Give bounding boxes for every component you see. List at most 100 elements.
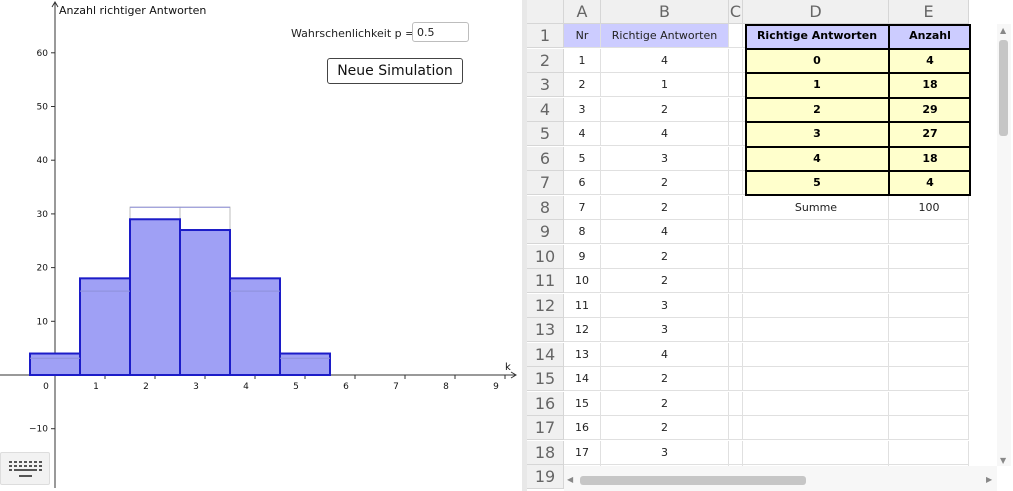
row-header[interactable]: 18 (527, 440, 564, 465)
scroll-down-icon[interactable]: ▼ (1000, 456, 1007, 465)
row-header[interactable]: 16 (527, 391, 564, 416)
cell[interactable] (729, 146, 743, 171)
row-header[interactable]: 9 (527, 220, 564, 244)
cell[interactable]: 2 (601, 195, 729, 220)
cell[interactable]: 12 (564, 318, 601, 342)
row-header[interactable]: 13 (527, 318, 564, 342)
column-header-a[interactable]: A (564, 0, 601, 24)
view-divider[interactable] (522, 0, 527, 491)
cell[interactable] (889, 220, 969, 244)
cell[interactable] (729, 416, 743, 440)
column-header-c[interactable]: C (729, 0, 743, 24)
row-header[interactable]: 17 (527, 416, 564, 440)
cell[interactable] (743, 244, 889, 269)
table-header-count[interactable]: Anzahl (889, 24, 971, 49)
scroll-up-icon[interactable]: ▲ (1000, 26, 1007, 35)
cell[interactable]: 10 (564, 269, 601, 293)
table-answers-cell[interactable]: 0 (745, 48, 889, 73)
cell[interactable] (729, 342, 743, 367)
cell[interactable] (729, 48, 743, 73)
probability-input[interactable] (412, 22, 469, 42)
cell[interactable]: 13 (564, 342, 601, 367)
table-count-cell[interactable]: 18 (889, 73, 971, 98)
vertical-scrollbar[interactable]: ▲ ▼ (997, 24, 1011, 466)
cell[interactable]: 3 (601, 146, 729, 171)
cell[interactable]: 2 (601, 269, 729, 293)
row-header[interactable]: 6 (527, 146, 564, 171)
cell[interactable] (743, 220, 889, 244)
cell[interactable]: 2 (601, 171, 729, 195)
cell[interactable] (743, 391, 889, 416)
cell[interactable]: 3 (601, 293, 729, 318)
column-header-d[interactable]: D (743, 0, 889, 24)
cell[interactable]: 2 (564, 73, 601, 97)
row-header[interactable]: 2 (527, 48, 564, 73)
cell[interactable] (889, 416, 969, 440)
row-header[interactable]: 12 (527, 293, 564, 318)
cell[interactable] (743, 367, 889, 391)
cell[interactable] (729, 73, 743, 97)
cell[interactable]: 4 (601, 48, 729, 73)
row-header[interactable]: 1 (527, 24, 564, 48)
cell[interactable] (889, 391, 969, 416)
cell[interactable] (743, 318, 889, 342)
cell[interactable]: 2 (601, 97, 729, 122)
scroll-right-icon[interactable]: ▶ (986, 475, 993, 484)
cell[interactable] (889, 318, 969, 342)
row-header[interactable]: 4 (527, 97, 564, 122)
cell[interactable] (729, 269, 743, 293)
row-header[interactable]: 5 (527, 122, 564, 146)
cell[interactable]: 4 (601, 342, 729, 367)
cell[interactable]: 8 (564, 220, 601, 244)
keyboard-button[interactable] (0, 452, 50, 485)
table-header-answers[interactable]: Richtige Antworten (745, 24, 889, 49)
cell[interactable]: 2 (601, 391, 729, 416)
row-header[interactable]: 8 (527, 195, 564, 220)
cell[interactable] (729, 24, 743, 48)
cell[interactable] (743, 416, 889, 440)
column-header-b[interactable]: B (601, 0, 729, 24)
cell[interactable] (889, 269, 969, 293)
cell[interactable]: 3 (601, 440, 729, 465)
row-header[interactable]: 10 (527, 244, 564, 269)
row-header[interactable]: 3 (527, 73, 564, 97)
cell[interactable]: 17 (564, 440, 601, 465)
cell[interactable] (729, 293, 743, 318)
row-header[interactable]: 19 (527, 465, 564, 489)
table-count-cell[interactable]: 4 (889, 48, 971, 73)
cell[interactable]: Richtige Antworten (601, 24, 729, 48)
table-count-cell[interactable]: 4 (889, 171, 971, 196)
cell[interactable]: 4 (601, 220, 729, 244)
cell[interactable]: 2 (601, 416, 729, 440)
cell[interactable]: 15 (564, 391, 601, 416)
row-header[interactable]: 7 (527, 171, 564, 195)
cell[interactable] (743, 293, 889, 318)
cell[interactable]: 3 (564, 97, 601, 122)
cell[interactable] (729, 244, 743, 269)
cell[interactable] (729, 97, 743, 122)
cell[interactable] (889, 342, 969, 367)
new-simulation-button[interactable]: Neue Simulation (327, 58, 463, 84)
cell[interactable] (889, 293, 969, 318)
cell[interactable] (743, 440, 889, 465)
graphics-view[interactable]: Anzahl richtiger Antworten k 0 1 2 3 4 5 6 7 8 9 60 5… (0, 0, 522, 491)
cell[interactable]: 2 (601, 367, 729, 391)
cell[interactable] (889, 195, 969, 220)
table-count-cell[interactable]: 27 (889, 122, 971, 147)
cell[interactable] (889, 440, 969, 465)
table-answers-cell[interactable]: 4 (745, 146, 889, 171)
spreadsheet-view[interactable]: A B C D E 1 Nr Richtige Antworten 2 1 4 3 2 1 4 3 2 5 4 4 6 5… (527, 0, 1013, 491)
cell[interactable]: 4 (601, 122, 729, 146)
cell[interactable] (729, 440, 743, 465)
cell[interactable] (729, 220, 743, 244)
cell[interactable]: 16 (564, 416, 601, 440)
table-answers-cell[interactable]: 3 (745, 122, 889, 147)
table-answers-cell[interactable]: 5 (745, 171, 889, 196)
column-header-e[interactable]: E (889, 0, 969, 24)
cell[interactable] (729, 318, 743, 342)
cell[interactable]: 5 (564, 146, 601, 171)
sheet-corner[interactable] (527, 0, 564, 24)
cell[interactable] (729, 391, 743, 416)
cell[interactable] (729, 122, 743, 146)
vertical-scroll-thumb[interactable] (999, 40, 1008, 136)
